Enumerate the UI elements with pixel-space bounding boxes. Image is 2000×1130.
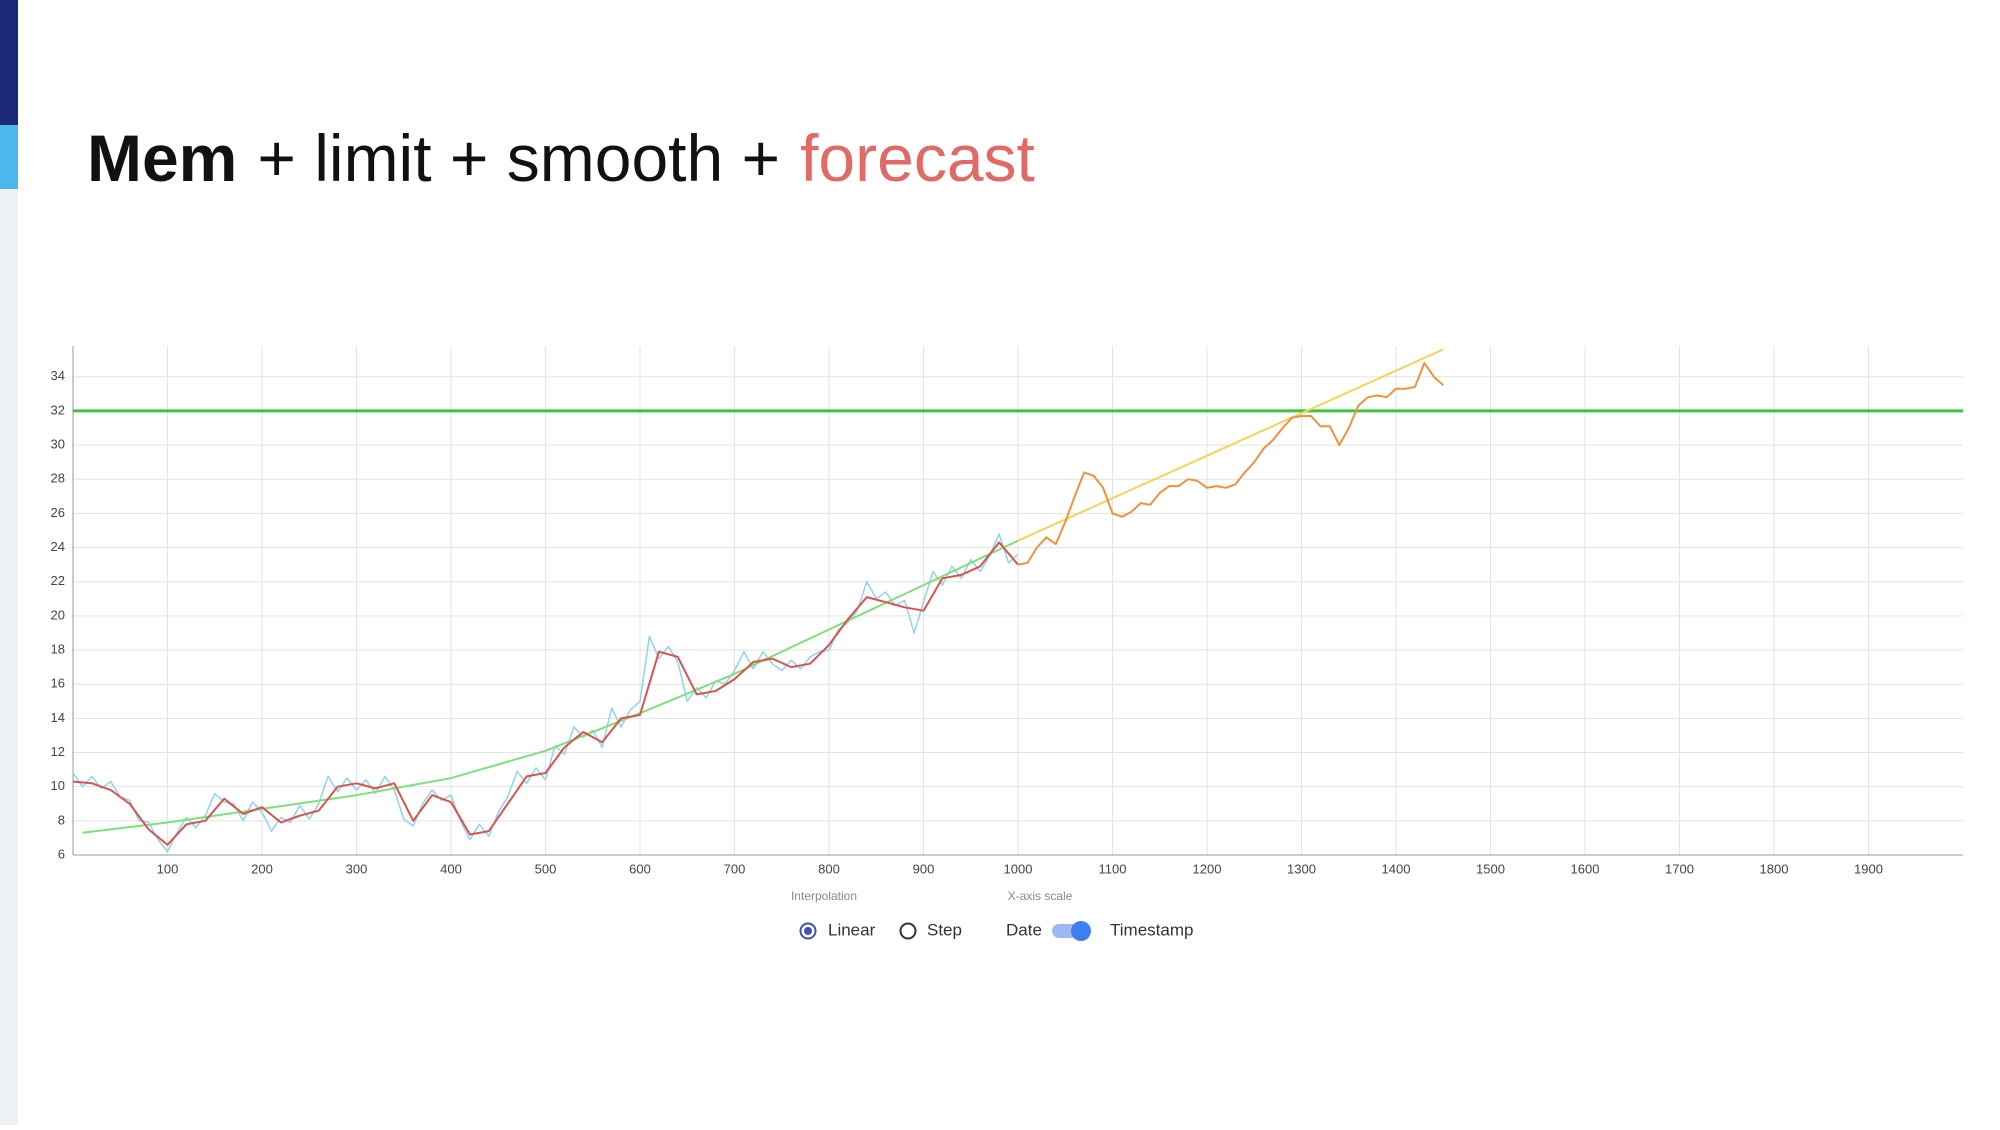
- side-accent-dark: [0, 0, 18, 125]
- toggle-right-label: Timestamp: [1110, 920, 1193, 939]
- x-tick-label: 800: [818, 861, 840, 876]
- x-tick-label: 1900: [1854, 861, 1883, 876]
- y-tick-label: 6: [58, 846, 65, 861]
- y-tick-label: 30: [51, 437, 65, 452]
- y-tick-label: 10: [51, 778, 65, 793]
- x-tick-label: 1000: [1004, 861, 1033, 876]
- y-tick-label: 24: [51, 539, 65, 554]
- x-tick-label: 1600: [1571, 861, 1600, 876]
- y-tick-label: 26: [51, 505, 65, 520]
- y-tick-label: 20: [51, 607, 65, 622]
- plot: 6 8 10 12 14 16 18 20 22 24 26 28 30 32 34 100 200 300 400…: [51, 346, 1963, 876]
- x-tick-label: 1700: [1665, 861, 1694, 876]
- x-tick-label: 1300: [1287, 861, 1316, 876]
- series-line: [1017, 362, 1444, 566]
- y-tick-label: 16: [51, 676, 65, 691]
- x-tick-label: 1500: [1476, 861, 1505, 876]
- y-tick-label: 14: [51, 710, 65, 725]
- radio-linear[interactable]: [799, 922, 817, 940]
- y-tick-label: 18: [51, 641, 65, 656]
- title-bold: Mem: [87, 121, 237, 195]
- x-tick-label: 100: [157, 861, 179, 876]
- side-accent-light: [0, 125, 18, 189]
- x-tick-label: 1200: [1193, 861, 1222, 876]
- x-tick-label: 200: [251, 861, 273, 876]
- series-line: [72, 541, 1019, 846]
- series-line: [1017, 348, 1444, 542]
- x-tick-label: 700: [724, 861, 746, 876]
- option-label[interactable]: Linear: [828, 920, 876, 939]
- x-tick-label: 600: [629, 861, 651, 876]
- y-tick-label: 34: [51, 368, 65, 383]
- radio-linear-dot: [804, 927, 812, 935]
- x-tick-label: 300: [346, 861, 368, 876]
- y-tick-label: 8: [58, 812, 65, 827]
- toggle-knob[interactable]: [1071, 921, 1091, 941]
- x-tick-label: 500: [535, 861, 557, 876]
- slide-title: Mem + limit + smooth + forecast: [87, 121, 1035, 195]
- title-middle: + limit + smooth +: [257, 121, 780, 195]
- y-tick-label: 12: [51, 744, 65, 759]
- series-line: [82, 539, 1019, 834]
- x-tick-label: 1400: [1382, 861, 1411, 876]
- x-axis-scale-label: X-axis scale: [1008, 889, 1073, 903]
- option-label[interactable]: Step: [927, 920, 962, 939]
- toggle-left-label: Date: [1006, 920, 1042, 939]
- x-tick-label: 900: [913, 861, 935, 876]
- side-strip: [0, 0, 18, 1125]
- interpolation-label: Interpolation: [791, 889, 857, 903]
- y-tick-label: 22: [51, 573, 65, 588]
- radio-step[interactable]: [899, 922, 917, 940]
- y-tick-label: 32: [51, 402, 65, 417]
- y-tick-label: 28: [51, 471, 65, 486]
- title-accent: forecast: [800, 121, 1035, 195]
- x-tick-label: 1800: [1760, 861, 1789, 876]
- x-tick-label: 1100: [1099, 861, 1127, 876]
- x-tick-label: 400: [440, 861, 462, 876]
